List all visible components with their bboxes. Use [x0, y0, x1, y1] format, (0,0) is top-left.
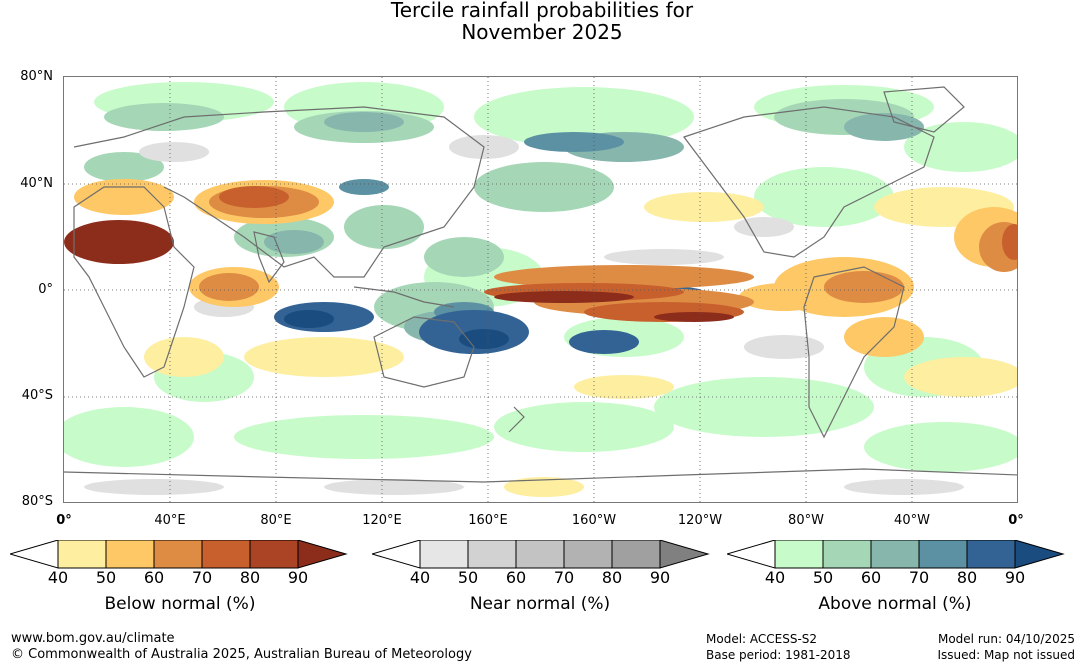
below-colorbar-high-triangle [297, 540, 348, 569]
footer-model-run: Model run: 04/10/2025 [937, 632, 1075, 646]
footer-copyright: © Commonwealth of Australia 2025, Austra… [11, 647, 472, 662]
lon-label-160e: 160°E [468, 513, 508, 528]
near-colorbar-high-triangle [659, 540, 710, 569]
below-swatch-70-80 [201, 540, 251, 569]
near-tick-90: 90 [649, 568, 671, 587]
above-swatch-50-60 [822, 540, 872, 569]
near-tick-80: 80 [601, 568, 623, 587]
probability-map-canvas [64, 77, 1017, 502]
lat-label-40s: 40°S [21, 388, 53, 403]
near-swatch-60-70 [515, 540, 565, 569]
near-swatch-40-50 [419, 540, 469, 569]
below-tick-80: 80 [239, 568, 261, 587]
near-normal-colorbar [372, 540, 710, 569]
lon-label-120w: 120°W [677, 513, 723, 528]
near-swatch-50-60 [467, 540, 517, 569]
below-swatch-80-90 [249, 540, 299, 569]
above-colorbar-high-triangle [1014, 540, 1065, 569]
near-normal-caption: Near normal (%) [469, 594, 611, 614]
above-colorbar-low-triangle [727, 540, 776, 569]
footer-issued: Issued: Map not issued [937, 648, 1075, 662]
map-title-line-1: Tercile rainfall probabilities for [390, 0, 694, 22]
below-swatch-50-60 [105, 540, 155, 569]
above-tick-70: 70 [908, 568, 930, 587]
below-tick-70: 70 [191, 568, 213, 587]
near-tick-50: 50 [457, 568, 479, 587]
footer-model: Model: ACCESS-S2 [706, 632, 818, 646]
below-tick-40: 40 [47, 568, 69, 587]
near-tick-40: 40 [409, 568, 431, 587]
below-normal-extreme-patches [64, 220, 734, 322]
lat-label-equator: 0° [38, 282, 53, 297]
below-swatch-40-50 [57, 540, 107, 569]
above-normal-light-patches [64, 82, 1017, 472]
lat-label-80s: 80°S [21, 494, 53, 509]
lon-label-0-left: 0° [56, 513, 72, 528]
near-swatch-70-80 [563, 540, 613, 569]
lat-label-40n: 40°N [20, 176, 53, 191]
above-swatch-40-50 [774, 540, 824, 569]
near-tick-60: 60 [505, 568, 527, 587]
probability-map [63, 76, 1018, 503]
map-title-line-2: November 2025 [461, 20, 623, 44]
lon-label-40e: 40°E [154, 513, 186, 528]
lon-label-80e: 80°E [260, 513, 292, 528]
lon-label-160w: 160°W [571, 513, 617, 528]
above-tick-50: 50 [812, 568, 834, 587]
above-normal-extreme-patches [284, 310, 509, 349]
lon-label-40w: 40°W [894, 513, 930, 528]
below-colorbar-low-triangle [10, 540, 59, 569]
below-swatch-60-70 [153, 540, 203, 569]
lon-label-80w: 80°W [788, 513, 824, 528]
above-tick-80: 80 [956, 568, 978, 587]
near-colorbar-low-triangle [372, 540, 421, 569]
above-normal-colorbar [727, 540, 1065, 569]
above-tick-90: 90 [1004, 568, 1026, 587]
near-swatch-80-90 [611, 540, 661, 569]
above-tick-60: 60 [860, 568, 882, 587]
below-tick-50: 50 [95, 568, 117, 587]
above-swatch-80-90 [966, 540, 1016, 569]
below-normal-colorbar [10, 540, 348, 569]
above-normal-caption: Above normal (%) [818, 594, 972, 614]
below-tick-90: 90 [287, 568, 309, 587]
below-normal-light-patches [84, 187, 1017, 497]
footer-url: www.bom.gov.au/climate [11, 631, 175, 646]
lon-label-0-right: 0° [1008, 513, 1024, 528]
below-tick-60: 60 [143, 568, 165, 587]
above-swatch-60-70 [870, 540, 920, 569]
above-tick-40: 40 [764, 568, 786, 587]
near-tick-70: 70 [553, 568, 575, 587]
coastlines [64, 86, 1017, 483]
lon-label-120e: 120°E [362, 513, 402, 528]
lat-label-80n: 80°N [20, 69, 53, 84]
above-swatch-70-80 [918, 540, 968, 569]
below-normal-caption: Below normal (%) [104, 594, 256, 614]
footer-base-period: Base period: 1981-2018 [706, 648, 851, 662]
